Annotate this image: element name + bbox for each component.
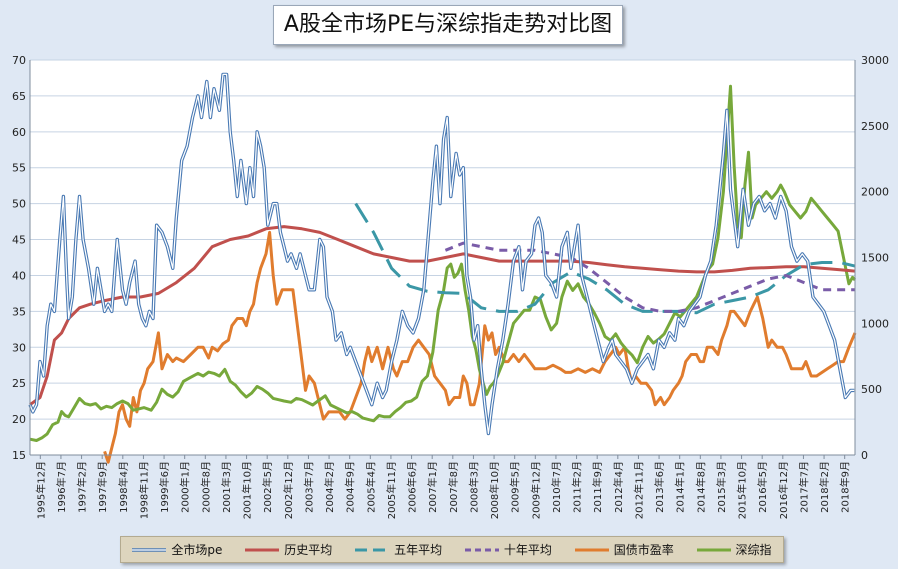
legend-label: 十年平均 bbox=[503, 543, 552, 557]
x-tick-label: 2005年11月 bbox=[385, 461, 398, 519]
left-tick-label: 15 bbox=[12, 449, 26, 462]
series-全市场pe bbox=[28, 72, 855, 436]
series-十年平均 bbox=[444, 241, 855, 313]
x-tick-label: 1998年4月 bbox=[117, 461, 130, 513]
x-tick-label: 2006年6月 bbox=[406, 461, 419, 513]
series-lines bbox=[28, 72, 857, 464]
x-tick-label: 1997年2月 bbox=[76, 461, 89, 513]
legend-swatch bbox=[696, 548, 731, 551]
series-五年平均 bbox=[354, 202, 856, 315]
x-tick-label: 2008年10月 bbox=[488, 461, 501, 519]
x-tick-label: 2001年3月 bbox=[220, 461, 233, 513]
series-深综指 bbox=[29, 84, 857, 442]
left-tick-label: 65 bbox=[12, 90, 26, 103]
x-tick-label: 2007年1月 bbox=[426, 461, 439, 513]
x-tick-label: 2009年12月 bbox=[529, 461, 542, 519]
left-tick-label: 30 bbox=[12, 341, 26, 354]
chart-title: A股全市场PE与深综指走势对比图 bbox=[273, 5, 623, 45]
right-tick-label: 0 bbox=[861, 449, 868, 462]
legend-item: 历史平均 bbox=[245, 541, 332, 558]
x-tick-label: 2010年7月 bbox=[550, 461, 563, 513]
x-tick-label: 1997年9月 bbox=[96, 461, 109, 513]
right-tick-label: 2500 bbox=[861, 120, 889, 133]
x-tick-label: 2012年4月 bbox=[612, 461, 625, 513]
x-tick-label: 2000年8月 bbox=[199, 461, 212, 513]
series-国债市盈率 bbox=[103, 230, 857, 464]
series-line bbox=[444, 241, 855, 313]
x-tick-label: 2003年7月 bbox=[302, 461, 315, 513]
x-tick-label: 2011年2月 bbox=[571, 461, 584, 513]
left-tick-label: 70 bbox=[12, 54, 26, 67]
chart-legend: 全市场pe 历史平均 五年平均 十年平均 国债市盈率 深综指 bbox=[120, 536, 784, 563]
left-tick-label: 55 bbox=[12, 162, 26, 175]
left-tick-label: 20 bbox=[12, 413, 26, 426]
legend-label: 国债市盈率 bbox=[613, 543, 674, 557]
x-tick-label: 2015年3月 bbox=[715, 461, 728, 513]
gridlines bbox=[30, 59, 855, 456]
right-tick-label: 500 bbox=[861, 383, 882, 396]
legend-swatch bbox=[464, 548, 499, 551]
x-tick-label: 2018年2月 bbox=[818, 461, 831, 513]
x-tick-label: 2016年5月 bbox=[756, 461, 769, 513]
x-tick-label: 2018年9月 bbox=[839, 461, 852, 513]
x-tick-label: 2002年5月 bbox=[261, 461, 274, 513]
x-tick-label: 1995年12月 bbox=[34, 461, 47, 519]
legend-swatch bbox=[132, 547, 167, 552]
right-tick-label: 2000 bbox=[861, 186, 889, 199]
series-line bbox=[354, 202, 856, 315]
axes: 15 20 25 30 35 40 45 50 55 60 65 70 0 500 1000 1500 2000… bbox=[12, 54, 889, 519]
left-tick-label: 60 bbox=[12, 126, 26, 139]
legend-swatch bbox=[574, 548, 609, 551]
x-tick-label: 2014年1月 bbox=[674, 461, 687, 513]
x-tick-label: 2007年8月 bbox=[447, 461, 460, 513]
left-tick-label: 25 bbox=[12, 377, 26, 390]
legend-item: 五年平均 bbox=[355, 541, 442, 558]
legend-item: 深综指 bbox=[696, 541, 772, 558]
legend-swatch bbox=[355, 548, 390, 551]
x-tick-label: 2002年12月 bbox=[282, 461, 295, 519]
x-tick-label: 2012年11月 bbox=[632, 461, 645, 519]
left-tick-label: 50 bbox=[12, 198, 26, 211]
legend-item: 全市场pe bbox=[132, 541, 222, 558]
left-tick-label: 35 bbox=[12, 305, 26, 318]
legend-swatch bbox=[245, 548, 280, 551]
legend-label: 深综指 bbox=[735, 543, 772, 557]
series-line bbox=[103, 230, 857, 464]
legend-item: 国债市盈率 bbox=[574, 541, 674, 558]
x-tick-label: 2000年1月 bbox=[179, 461, 192, 513]
right-tick-label: 1500 bbox=[861, 252, 889, 265]
series-line-inner bbox=[29, 73, 855, 435]
x-tick-label: 2004年9月 bbox=[344, 461, 357, 513]
x-tick-label: 1998年11月 bbox=[137, 461, 150, 519]
legend-label: 历史平均 bbox=[284, 543, 333, 557]
right-tick-label: 3000 bbox=[861, 54, 889, 67]
series-line bbox=[29, 84, 857, 442]
x-tick-label: 2016年12月 bbox=[777, 461, 790, 519]
legend-item: 十年平均 bbox=[464, 541, 552, 558]
left-tick-label: 45 bbox=[12, 234, 26, 247]
legend-label: 全市场pe bbox=[171, 543, 223, 557]
x-tick-label: 1999年6月 bbox=[158, 461, 171, 513]
right-tick-label: 1000 bbox=[861, 317, 889, 330]
x-tick-label: 2011年9月 bbox=[591, 461, 604, 513]
x-tick-label: 1996年7月 bbox=[55, 461, 68, 513]
left-tick-label: 40 bbox=[12, 269, 26, 282]
x-tick-label: 2008年3月 bbox=[467, 461, 480, 513]
x-tick-label: 2017年7月 bbox=[797, 461, 810, 513]
x-tick-label: 2014年8月 bbox=[694, 461, 707, 513]
x-tick-label: 2009年5月 bbox=[509, 461, 522, 513]
x-tick-label: 2004年2月 bbox=[323, 461, 336, 513]
x-tick-label: 2013年6月 bbox=[653, 461, 666, 513]
x-tick-label: 2001年10月 bbox=[241, 461, 254, 519]
x-tick-label: 2015年10月 bbox=[736, 461, 749, 519]
x-tick-label: 2005年4月 bbox=[364, 461, 377, 513]
legend-label: 五年平均 bbox=[394, 543, 443, 557]
